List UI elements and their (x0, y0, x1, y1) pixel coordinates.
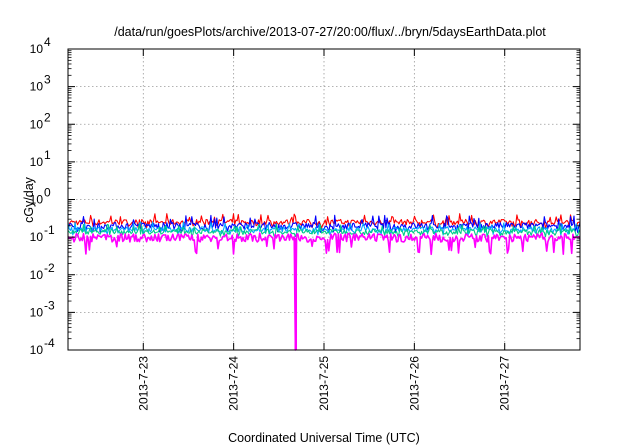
series-line (67, 232, 581, 351)
y-tick-label: 10 (30, 343, 44, 357)
y-tick-label-exponent: 0 (44, 186, 51, 200)
series-line (67, 213, 581, 229)
y-tick-label-exponent: 3 (44, 73, 51, 87)
y-tick-label-exponent: -2 (44, 261, 55, 275)
chart-title: /data/run/goesPlots/archive/2013-07-27/2… (114, 25, 546, 39)
y-tick-label-exponent: -3 (44, 298, 55, 312)
y-tick-label: 10 (30, 117, 44, 131)
y-tick-label: 10 (30, 305, 44, 319)
y-tick-label-exponent: 4 (44, 35, 51, 49)
y-tick-label-exponent: 2 (44, 110, 51, 124)
y-tick-label-exponent: -1 (44, 223, 55, 237)
y-tick-label: 10 (30, 155, 44, 169)
series-group (67, 213, 581, 351)
y-tick-label-exponent: 1 (44, 148, 51, 162)
x-axis-label: Coordinated Universal Time (UTC) (228, 431, 420, 445)
y-axis-label: cGy/day (22, 176, 36, 223)
y-tick-label: 10 (30, 268, 44, 282)
grid (68, 49, 580, 350)
series-line (67, 223, 581, 238)
x-tick-label: 2013-7-24 (227, 356, 241, 411)
x-tick-label: 2013-7-23 (136, 356, 150, 411)
x-tick-label: 2013-7-27 (498, 356, 512, 411)
y-tick-label: 10 (30, 80, 44, 94)
y-tick-label-exponent: -4 (44, 336, 55, 350)
x-tick-label: 2013-7-25 (317, 356, 331, 411)
y-tick-label: 10 (30, 193, 44, 207)
y-tick-label: 10 (30, 230, 44, 244)
x-tick-label: 2013-7-26 (407, 356, 421, 411)
y-tick-label: 10 (30, 42, 44, 56)
